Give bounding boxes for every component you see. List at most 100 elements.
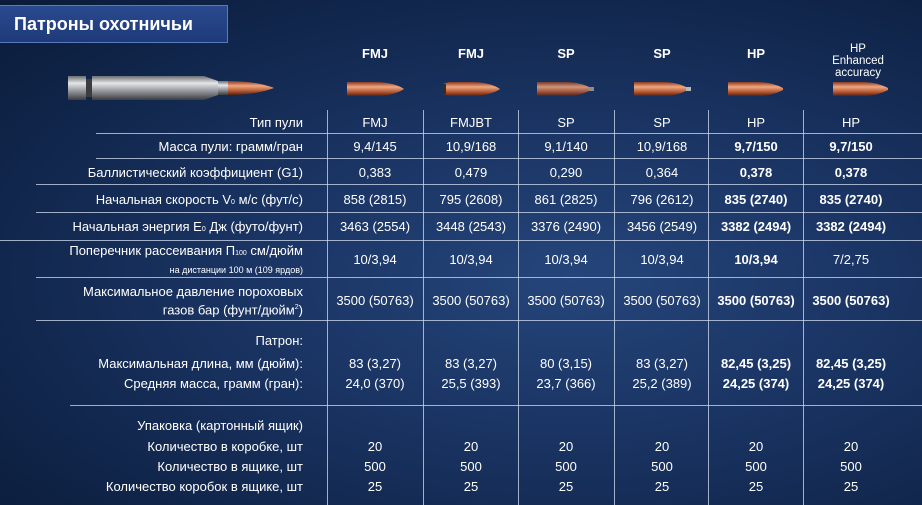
divider bbox=[36, 277, 922, 278]
cell: 10/3,94 bbox=[353, 252, 397, 267]
column-header: SP bbox=[557, 46, 575, 61]
label-note: на дистанции 100 м (109 ярдов) bbox=[169, 265, 303, 275]
cell: 24,25 (374) bbox=[722, 376, 790, 391]
cell: 835 (2740) bbox=[819, 192, 883, 207]
column-divider bbox=[614, 110, 615, 505]
column-divider bbox=[803, 110, 804, 505]
cell: 0,479 bbox=[454, 165, 488, 180]
label-text: Поперечник рассеивания П bbox=[69, 243, 236, 258]
cell: 9,7/150 bbox=[829, 139, 873, 154]
cell: HP bbox=[841, 115, 861, 130]
cell: 835 (2740) bbox=[724, 192, 788, 207]
cell: FMJ bbox=[362, 115, 388, 130]
label-text: см/дюйм bbox=[246, 243, 303, 258]
cell: 82,45 (3,25) bbox=[720, 356, 792, 371]
row-label: Количество в коробке, шт bbox=[147, 439, 303, 454]
column-header-line: Enhanced bbox=[832, 55, 884, 67]
divider bbox=[96, 133, 922, 134]
label-text: Начальная скорость V bbox=[95, 192, 232, 207]
row-label: Баллистический коэффициент (G1) bbox=[87, 165, 303, 180]
cell: 3500 (50763) bbox=[432, 293, 510, 308]
cell: 0,383 bbox=[358, 165, 392, 180]
bullet-fmj-image bbox=[347, 82, 404, 96]
cell: 20 bbox=[558, 439, 574, 454]
cell: 0,378 bbox=[739, 165, 773, 180]
label-text: Максимальное давление пороховых bbox=[82, 284, 303, 299]
label-text: Начальная энергия E bbox=[72, 219, 202, 234]
cell: 23,7 (366) bbox=[536, 376, 596, 391]
column-header-enhanced: HP Enhanced accuracy bbox=[818, 43, 898, 79]
row-label: Средняя масса, грамм (гран): bbox=[124, 376, 303, 391]
label-text: газов бар (фунт/дюйм bbox=[162, 302, 295, 318]
page-title: Патроны охотничьи bbox=[0, 5, 228, 43]
label-text: м/с (фут/с) bbox=[234, 192, 303, 207]
cell: 83 (3,27) bbox=[348, 356, 402, 371]
divider bbox=[36, 320, 922, 321]
cell: 795 (2608) bbox=[439, 192, 503, 207]
cell: 25 bbox=[367, 479, 383, 494]
cell: 858 (2815) bbox=[343, 192, 407, 207]
row-label: Начальная энергия E0 Дж (футо/фунт) bbox=[72, 219, 303, 234]
label-text: Дж (футо/фунт) bbox=[205, 219, 303, 234]
column-header: FMJ bbox=[362, 46, 388, 61]
cell: 10/3,94 bbox=[449, 252, 493, 267]
cell: HP bbox=[746, 115, 766, 130]
column-header-line: HP bbox=[850, 43, 866, 55]
cell: 3463 (2554) bbox=[339, 219, 411, 234]
cell: 3500 (50763) bbox=[812, 293, 890, 308]
row-label: Поперечник рассеивания П100 см/дюйм на ди… bbox=[69, 243, 303, 278]
divider bbox=[70, 405, 922, 406]
cell: 500 bbox=[364, 459, 386, 474]
label-subscript: 100 bbox=[235, 250, 247, 257]
cartridge-image bbox=[68, 76, 274, 100]
section-heading: Патрон: bbox=[255, 333, 304, 348]
column-divider bbox=[327, 110, 328, 505]
cell: 861 (2825) bbox=[534, 192, 598, 207]
column-divider bbox=[423, 110, 424, 505]
cell: 20 bbox=[463, 439, 479, 454]
bullet-hp-enhanced-image bbox=[833, 82, 888, 96]
cell: 3382 (2494) bbox=[815, 219, 887, 234]
cell: 25 bbox=[463, 479, 479, 494]
cell: 796 (2612) bbox=[630, 192, 694, 207]
cell: 3456 (2549) bbox=[626, 219, 698, 234]
cell: 500 bbox=[745, 459, 767, 474]
cell: 10,9/168 bbox=[445, 139, 497, 154]
column-header: HP bbox=[746, 46, 766, 61]
bullet-fmjbt-image bbox=[443, 82, 500, 96]
row-label: Тип пули bbox=[249, 115, 303, 130]
cell: 3500 (50763) bbox=[336, 293, 414, 308]
row-label: Начальная скорость V0 м/с (фут/с) bbox=[96, 192, 303, 207]
column-divider bbox=[708, 110, 709, 505]
cell: 25 bbox=[843, 479, 859, 494]
cell: SP bbox=[653, 115, 671, 130]
cell: 500 bbox=[460, 459, 482, 474]
cell: 3500 (50763) bbox=[623, 293, 701, 308]
cell: 20 bbox=[748, 439, 764, 454]
cell: 500 bbox=[651, 459, 673, 474]
cell: 20 bbox=[654, 439, 670, 454]
cell: 25 bbox=[748, 479, 764, 494]
column-header: FMJ bbox=[458, 46, 484, 61]
divider bbox=[96, 158, 922, 159]
cell: 500 bbox=[840, 459, 862, 474]
bullet-sp-image bbox=[537, 82, 594, 96]
section-heading: Упаковка (картонный ящик) bbox=[137, 418, 303, 433]
row-label: Количество в ящике, шт bbox=[157, 459, 303, 474]
cell: 3376 (2490) bbox=[530, 219, 602, 234]
cell: 0,378 bbox=[834, 165, 868, 180]
cell: 82,45 (3,25) bbox=[815, 356, 887, 371]
cell: 0,364 bbox=[645, 165, 679, 180]
cell: 0,290 bbox=[549, 165, 583, 180]
label-text: ) bbox=[298, 302, 303, 318]
cell: 3500 (50763) bbox=[527, 293, 605, 308]
label-subscript: 0 bbox=[201, 226, 206, 233]
divider bbox=[36, 184, 922, 185]
label-superscript: 2 bbox=[294, 304, 299, 311]
row-label: Количество коробок в ящике, шт bbox=[105, 479, 303, 494]
cell: 500 bbox=[555, 459, 577, 474]
cell: 3500 (50763) bbox=[717, 293, 795, 308]
cell: 10,9/168 bbox=[636, 139, 688, 154]
cell: 25,5 (393) bbox=[441, 376, 501, 391]
cell: 9,1/140 bbox=[544, 139, 588, 154]
